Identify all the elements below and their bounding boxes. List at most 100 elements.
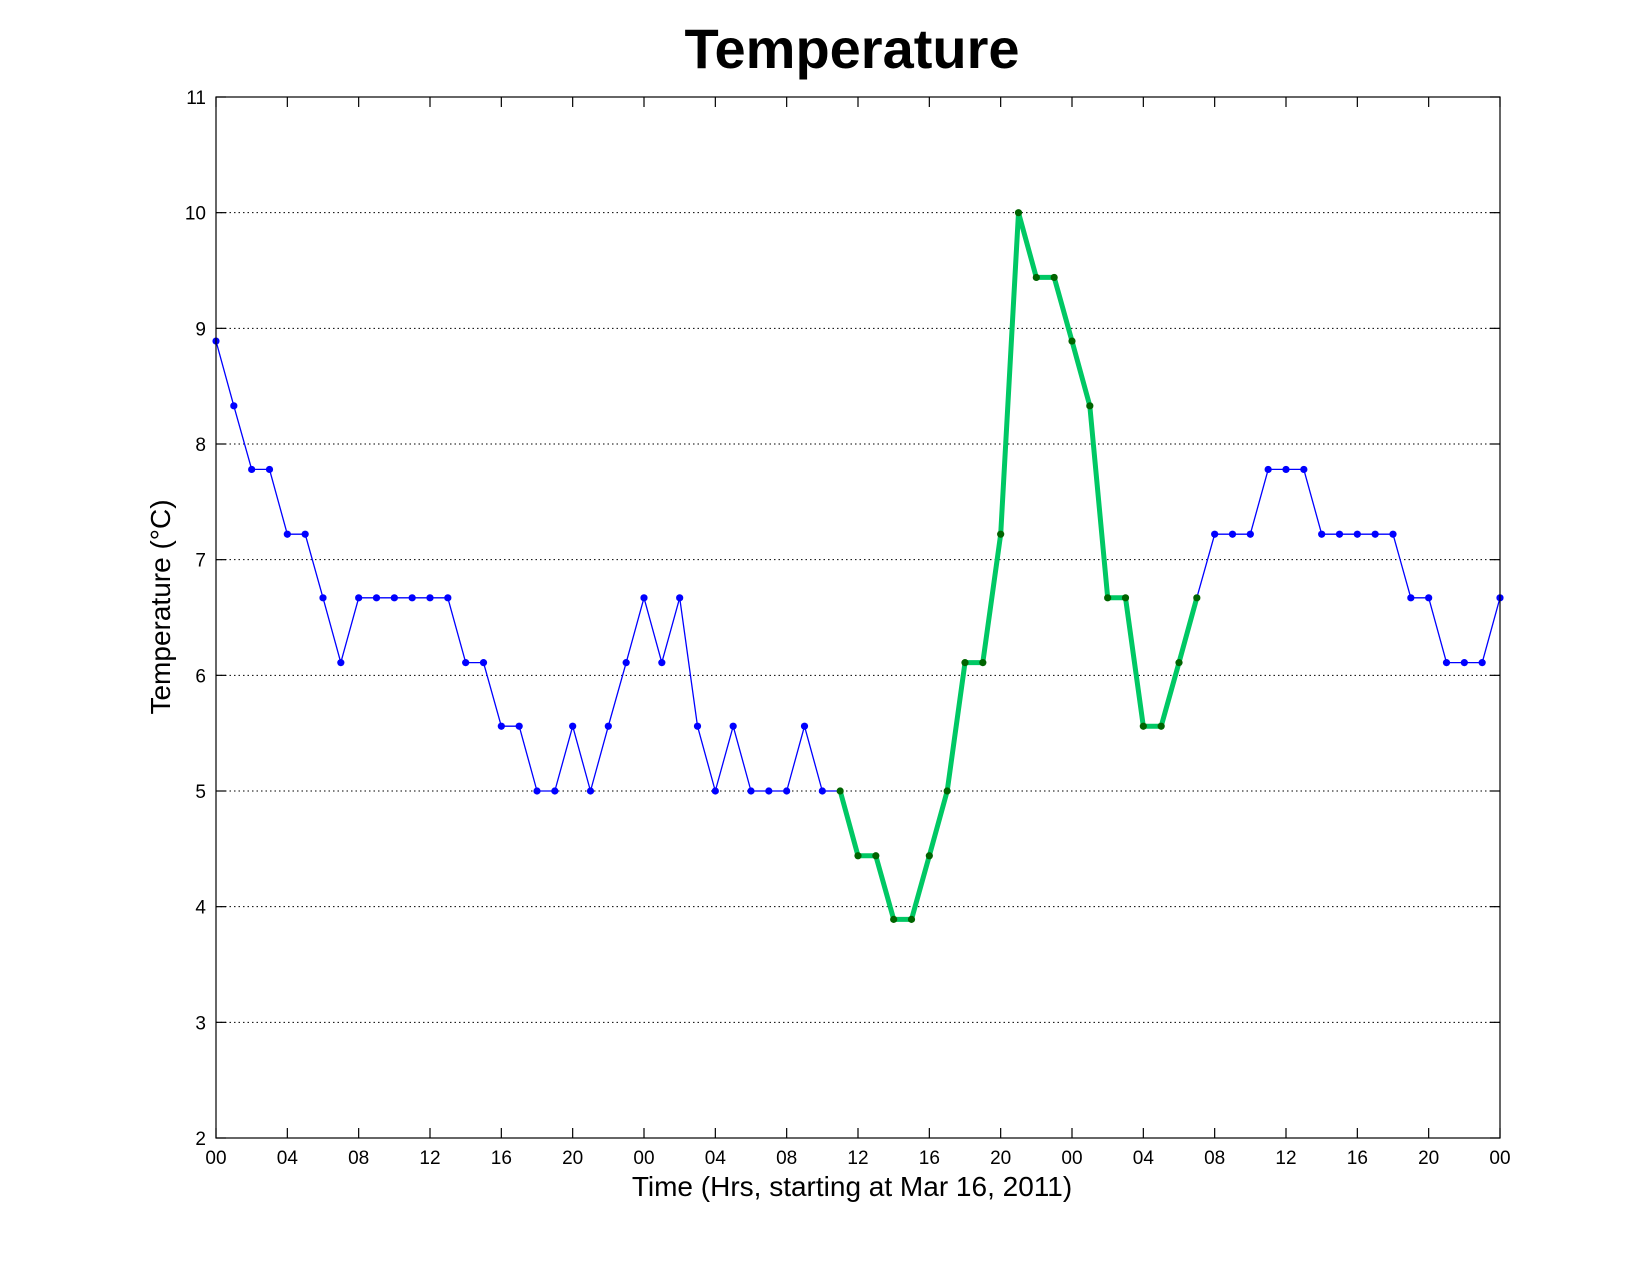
x-tick-label: 12	[847, 1148, 868, 1169]
data-point	[765, 787, 773, 795]
x-tick-label: 12	[419, 1148, 440, 1169]
data-point	[479, 659, 488, 667]
y-tick-label: 10	[185, 204, 206, 225]
data-point	[1121, 594, 1130, 602]
grid-lines	[216, 212, 1500, 1023]
data-point	[230, 402, 238, 410]
data-point	[1264, 465, 1272, 474]
data-point	[390, 594, 398, 602]
x-tick-label: 12	[1275, 1148, 1296, 1169]
data-point	[997, 530, 1005, 538]
data-point	[1282, 465, 1290, 474]
data-point	[1389, 530, 1397, 538]
data-point	[248, 465, 256, 474]
x-tick-label: 00	[633, 1148, 654, 1169]
data-point	[925, 852, 933, 860]
data-point	[444, 594, 452, 602]
axis-ticks	[215, 96, 1501, 1139]
data-point	[693, 722, 702, 730]
data-point	[1246, 530, 1254, 538]
data-point	[569, 722, 577, 730]
series-layer	[212, 209, 1504, 923]
x-tick-label: 00	[1061, 1148, 1082, 1169]
data-point	[854, 852, 862, 860]
x-tick-label: 00	[205, 1148, 226, 1169]
data-point	[640, 594, 648, 602]
x-tick-label: 16	[1347, 1148, 1368, 1169]
data-point	[586, 787, 595, 795]
data-point	[1460, 659, 1468, 667]
x-tick-labels: 00 04 08 12 16 20 00 04 08 12 16 20 00 04 08 12 16 20 00	[205, 1148, 1510, 1169]
data-point	[1050, 273, 1058, 282]
data-point	[711, 787, 719, 795]
data-point	[1228, 530, 1237, 538]
data-point	[1371, 530, 1379, 538]
data-point	[622, 659, 630, 667]
y-tick-label: 8	[195, 435, 206, 456]
data-point	[319, 594, 327, 602]
data-point	[462, 659, 470, 667]
data-point	[943, 787, 951, 795]
data-point	[836, 787, 844, 795]
data-point	[372, 594, 381, 602]
data-point	[497, 722, 505, 730]
y-tick-label: 11	[186, 88, 206, 109]
data-point	[1211, 530, 1219, 538]
data-point	[729, 722, 737, 730]
data-point	[1407, 594, 1415, 602]
y-tick-label: 5	[195, 782, 206, 803]
data-point	[1353, 530, 1361, 538]
data-point	[747, 787, 755, 795]
data-point	[283, 530, 291, 538]
data-point	[800, 722, 809, 730]
data-point	[1104, 594, 1112, 602]
data-point	[1175, 659, 1183, 667]
x-tick-label: 08	[1204, 1148, 1225, 1169]
x-tick-label: 20	[562, 1148, 583, 1169]
y-tick-labels: 2 3 4 5 6 7 8 9 10 11	[185, 88, 207, 1150]
data-point	[1335, 530, 1344, 538]
data-point	[1300, 465, 1308, 474]
data-point	[818, 787, 826, 795]
data-point	[1318, 530, 1326, 538]
y-tick-label: 7	[195, 551, 206, 572]
y-tick-label: 2	[195, 1129, 206, 1150]
data-point	[533, 787, 541, 795]
y-tick-label: 9	[195, 319, 206, 340]
data-point	[551, 787, 559, 795]
data-point	[783, 787, 791, 795]
data-point	[872, 852, 880, 860]
x-tick-label: 04	[705, 1148, 727, 1169]
data-point	[515, 722, 523, 730]
data-point	[301, 530, 309, 538]
data-point	[265, 465, 274, 474]
data-point	[604, 722, 612, 730]
x-tick-label: 20	[1418, 1148, 1439, 1169]
data-point	[1032, 273, 1040, 282]
data-point	[1478, 659, 1486, 667]
data-point	[907, 915, 916, 923]
plot-frame	[215, 96, 1501, 1139]
temperature-series-line	[215, 212, 1501, 921]
x-tick-label: 16	[919, 1148, 940, 1169]
data-point	[676, 594, 684, 602]
x-tick-label: 04	[1133, 1148, 1155, 1169]
y-tick-label: 4	[195, 898, 206, 919]
x-tick-label: 16	[491, 1148, 512, 1169]
y-axis-label: Temperature (°C)	[145, 499, 176, 714]
y-tick-label: 3	[195, 1013, 206, 1034]
x-tick-label: 08	[348, 1148, 369, 1169]
data-point	[408, 594, 416, 602]
x-tick-label: 20	[990, 1148, 1011, 1169]
data-point	[1442, 659, 1451, 667]
data-point	[337, 659, 345, 667]
data-point	[658, 659, 666, 667]
x-axis-label: Time (Hrs, starting at Mar 16, 2011)	[632, 1171, 1072, 1202]
data-point	[979, 659, 987, 667]
highlighted-series-line	[837, 210, 1200, 922]
data-point	[1068, 337, 1076, 345]
data-point	[355, 594, 363, 602]
x-tick-label: 08	[776, 1148, 797, 1169]
data-point	[1193, 594, 1201, 602]
data-point	[1014, 209, 1023, 217]
